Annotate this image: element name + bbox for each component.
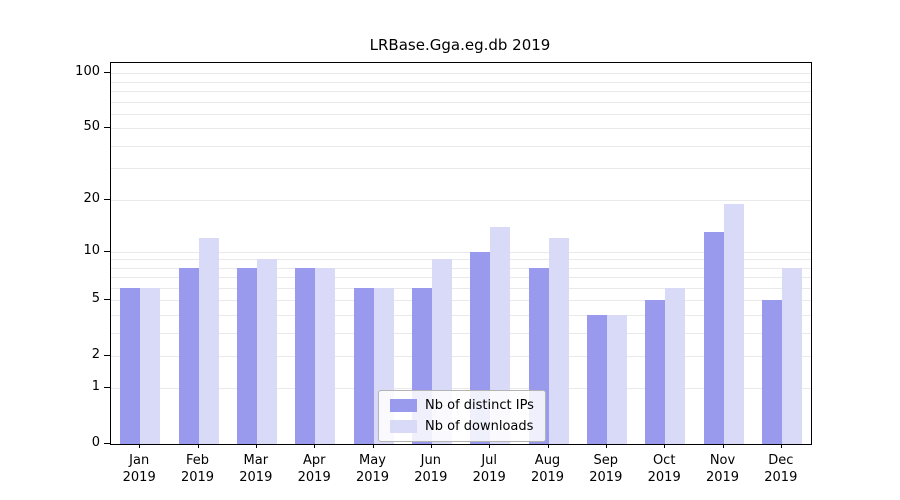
gridline: [111, 355, 811, 357]
x-tick-mark: [197, 444, 199, 448]
plot-area: [110, 62, 812, 445]
legend-label-nb-of-downloads: Nb of downloads: [425, 419, 534, 434]
x-tick-mark: [664, 444, 666, 448]
gridline: [111, 113, 811, 115]
x-tick-mark: [139, 444, 141, 448]
y-tick-label: 1: [91, 379, 100, 395]
y-tick-mark: [104, 198, 110, 200]
x-tick-label-may: May 2019: [355, 453, 390, 485]
y-tick-mark: [104, 387, 110, 389]
x-tick-mark: [547, 444, 549, 448]
gridline: [111, 314, 811, 316]
x-tick-label-aug: Aug 2019: [530, 453, 565, 485]
y-tick-label: 100: [75, 64, 100, 80]
gridline: [111, 199, 811, 201]
y-tick-mark: [104, 443, 110, 444]
bar-nb-of-downloads-oct: [665, 287, 686, 444]
bar-nb-of-distinct-ips-nov: [703, 232, 724, 444]
x-tick-mark: [605, 444, 607, 448]
bar-nb-of-distinct-ips-apr: [295, 267, 316, 444]
legend-swatch-nb-of-distinct-ips: [390, 399, 417, 412]
gridline: [111, 287, 811, 289]
x-tick-label-apr: Apr 2019: [297, 453, 331, 485]
gridline: [111, 128, 811, 130]
x-tick-mark: [255, 444, 257, 448]
bar-nb-of-distinct-ips-feb: [178, 267, 199, 444]
bar-nb-of-downloads-jan: [140, 287, 161, 444]
y-tick-mark: [104, 127, 110, 129]
x-tick-mark: [780, 444, 782, 448]
x-tick-label-nov: Nov 2019: [705, 453, 740, 485]
x-tick-label-mar: Mar 2019: [239, 453, 273, 485]
bar-nb-of-distinct-ips-oct: [645, 300, 666, 444]
x-tick-label-sep: Sep 2019: [589, 453, 623, 485]
bar-nb-of-downloads-dec: [781, 267, 802, 444]
legend-item-nb-of-distinct-ips: Nb of distinct IPs: [390, 398, 534, 413]
y-tick-mark: [104, 72, 110, 74]
gridline: [111, 91, 811, 93]
x-tick-label-jun: Jun 2019: [414, 453, 448, 485]
x-tick-label-jul: Jul 2019: [472, 453, 506, 485]
x-tick-mark: [314, 444, 316, 448]
y-tick-label: 5: [91, 291, 100, 307]
x-tick-mark: [722, 444, 724, 448]
y-tick-mark: [104, 354, 110, 356]
legend-item-nb-of-downloads: Nb of downloads: [390, 419, 534, 434]
gridline: [111, 251, 811, 253]
gridline: [111, 168, 811, 170]
y-tick-label: 10: [83, 242, 100, 258]
y-tick-label: 0: [91, 435, 100, 450]
bar-nb-of-distinct-ips-sep: [586, 314, 607, 444]
chart-title: LRBase.Gga.eg.db 2019: [369, 36, 551, 54]
gridline: [111, 267, 811, 269]
bar-nb-of-distinct-ips-jan: [120, 287, 141, 444]
bar-nb-of-downloads-feb: [198, 238, 219, 444]
legend: Nb of distinct IPs Nb of downloads: [378, 390, 546, 442]
bar-nb-of-downloads-mar: [256, 259, 277, 444]
x-tick-mark: [489, 444, 491, 448]
bar-nb-of-distinct-ips-mar: [236, 267, 257, 444]
gridline: [111, 277, 811, 278]
bar-nb-of-distinct-ips-dec: [761, 300, 782, 444]
x-tick-mark: [372, 444, 374, 448]
x-tick-mark: [430, 444, 432, 448]
gridline: [111, 73, 811, 75]
y-tick-mark: [104, 299, 110, 301]
x-tick-label-jan: Jan 2019: [122, 453, 156, 485]
gridline: [111, 332, 811, 334]
gridline: [111, 388, 811, 390]
x-tick-label-dec: Dec 2019: [764, 453, 798, 485]
legend-swatch-nb-of-downloads: [390, 420, 417, 433]
y-tick-label: 2: [91, 346, 100, 362]
y-tick-mark: [104, 250, 110, 252]
bar-nb-of-downloads-jul: [490, 226, 511, 444]
bar-nb-of-downloads-aug: [548, 238, 569, 444]
x-tick-label-oct: Oct 2019: [647, 453, 681, 485]
x-tick-label-feb: Feb 2019: [180, 453, 215, 485]
bar-nb-of-downloads-nov: [723, 203, 744, 444]
gridline: [111, 259, 811, 261]
bar-nb-of-downloads-apr: [315, 267, 336, 444]
gridline: [111, 300, 811, 302]
y-tick-label: 50: [83, 119, 100, 135]
gridline: [111, 101, 811, 103]
legend-label-nb-of-distinct-ips: Nb of distinct IPs: [425, 398, 534, 413]
y-tick-label: 20: [83, 190, 100, 206]
bar-nb-of-distinct-ips-may: [353, 287, 374, 444]
bar-nb-of-downloads-sep: [606, 314, 627, 444]
gridline: [111, 145, 811, 147]
gridline: [111, 81, 811, 83]
